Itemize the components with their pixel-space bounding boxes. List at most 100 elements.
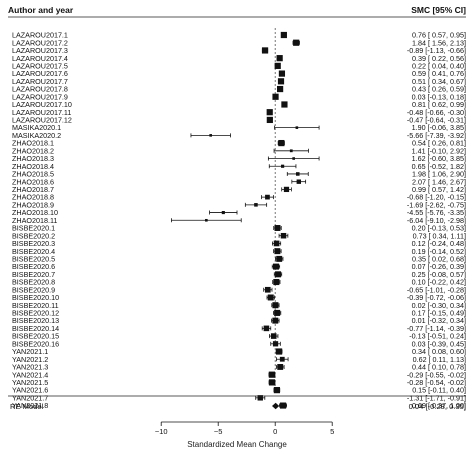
study-ci-text: 0.07 [-0.26, 0.39] — [412, 262, 466, 271]
summary-ci-text: 0.04 [-0.28, 0.35] — [409, 402, 466, 411]
study-label: BISBE2020.8 — [12, 278, 55, 287]
header-author-year: Author and year — [8, 5, 74, 15]
study-label: ZHAO2018.8 — [12, 193, 54, 202]
study-row: LAZAROU2017.11 -0.48 [-0.66, -0.30] — [12, 108, 466, 117]
study-row: BISBE2020.4 0.19 [-0.14, 0.52] — [12, 247, 466, 256]
point-estimate — [276, 255, 283, 262]
x-axis-label: Standardized Mean Change — [187, 440, 287, 449]
study-ci-text: 2.07 [ 1.46, 2.67] — [412, 177, 466, 186]
study-row: LAZAROU2017.5 0.22 [ 0.04, 0.40] — [12, 61, 466, 70]
study-row: ZHAO2018.3 1.62 [-0.60, 3.85] — [12, 154, 466, 163]
study-label: BISBE2020.3 — [12, 239, 55, 248]
point-estimate — [268, 379, 276, 386]
study-row: LAZAROU2017.7 0.51 [ 0.34, 0.67] — [12, 77, 466, 86]
study-row: ZHAO2018.4 0.65 [-0.52, 1.82] — [12, 162, 466, 171]
point-estimate — [272, 317, 279, 324]
study-row: LAZAROU2017.3 -0.89 [-1.13, -0.66] — [12, 46, 466, 55]
point-estimate — [295, 172, 300, 176]
point-estimate — [274, 225, 281, 231]
study-label: ZHAO2018.1 — [12, 139, 54, 148]
point-estimate — [292, 157, 295, 160]
study-row: ZHAO2018.10 -4.55 [-5.76, -3.35] — [12, 208, 466, 217]
study-row: LAZAROU2017.12 -0.47 [-0.64, -0.31] — [12, 116, 466, 125]
point-estimate — [272, 263, 279, 270]
study-ci-text: 0.35 [ 0.02, 0.68] — [412, 254, 466, 263]
study-ci-text: -0.47 [-0.64, -0.31] — [407, 116, 466, 125]
study-label: BISBE2020.2 — [12, 231, 55, 240]
study-ci-text: -0.77 [-1.14, -0.39] — [407, 324, 466, 333]
study-row: ZHAO2018.1 0.54 [ 0.26, 0.81] — [12, 139, 466, 148]
study-ci-text: 0.69 [ 0.37, 1.00] — [412, 401, 466, 410]
point-estimate — [274, 309, 281, 316]
point-estimate — [276, 55, 283, 62]
study-row: BISBE2020.13 0.01 [-0.32, 0.34] — [12, 316, 466, 325]
study-row: BISBE2020.2 0.73 [ 0.34, 1.11] — [12, 231, 466, 240]
point-estimate — [267, 294, 274, 301]
study-row: BISBE2020.3 0.12 [-0.24, 0.48] — [12, 239, 466, 248]
study-label: ZHAO2018.4 — [12, 162, 54, 171]
point-estimate — [281, 164, 285, 168]
study-label: BISBE2020.9 — [12, 285, 55, 294]
study-label: YAN2021.1 — [12, 347, 48, 356]
study-row: LAZAROU2017.4 0.39 [ 0.22, 0.56] — [12, 54, 466, 63]
study-row: ZHAO2018.6 2.07 [ 1.46, 2.67] — [12, 177, 466, 186]
study-ci-text: 0.73 [ 0.34, 1.11] — [413, 231, 466, 240]
study-label: BISBE2020.7 — [12, 270, 55, 279]
study-row: LAZAROU2017.10 0.81 [ 0.62, 0.99] — [12, 100, 466, 109]
x-tick-label: −10 — [155, 427, 168, 436]
study-label: BISBE2020.5 — [12, 254, 55, 263]
study-label: YAN2021.5 — [12, 378, 48, 387]
study-row: LAZAROU2017.6 0.59 [ 0.41, 0.76] — [12, 69, 466, 78]
study-row: ZHAO2018.5 1.98 [ 1.06, 2.90] — [12, 170, 466, 179]
point-estimate — [274, 62, 281, 69]
study-label: LAZAROU2017.6 — [12, 69, 68, 78]
study-ci-text: -0.68 [-1.20, -0.15] — [407, 193, 466, 202]
study-label: ZHAO2018.9 — [12, 200, 54, 209]
study-label: ZHAO2018.2 — [12, 146, 54, 155]
study-ci-text: 0.65 [-0.52, 1.82] — [412, 162, 466, 171]
point-estimate — [272, 341, 279, 347]
point-estimate — [272, 93, 279, 100]
study-label: YAN2021.7 — [12, 393, 48, 402]
study-row: ZHAO2018.9 -1.69 [-2.62, -0.75] — [12, 200, 466, 209]
study-ci-text: 0.34 [ 0.08, 0.60] — [412, 347, 466, 356]
study-row: BISBE2020.14 -0.77 [-1.14, -0.39] — [12, 324, 466, 333]
point-estimate — [265, 194, 270, 200]
point-estimate — [205, 218, 208, 222]
study-label: BISBE2020.10 — [12, 293, 59, 302]
study-ci-text: 0.03 [-0.39, 0.45] — [412, 339, 466, 348]
study-ci-text: 0.10 [-0.22, 0.42] — [412, 278, 466, 287]
study-ci-text: 1.62 [-0.60, 3.85] — [412, 154, 466, 163]
point-estimate — [275, 348, 283, 355]
study-label: BISBE2020.12 — [12, 309, 59, 318]
point-estimate — [295, 126, 299, 129]
study-label: ZHAO2018.11 — [12, 216, 57, 225]
study-ci-text: 0.62 [ 0.11, 1.13] — [413, 355, 466, 364]
study-label: YAN2021.4 — [12, 370, 48, 379]
point-estimate — [277, 78, 285, 85]
point-estimate — [264, 286, 271, 293]
point-estimate — [263, 325, 270, 332]
study-ci-text: 0.99 [ 0.57, 1.42] — [412, 185, 466, 194]
point-estimate — [254, 203, 258, 207]
study-ci-text: 1.41 [-0.10, 2.92] — [412, 146, 466, 155]
study-ci-text: -0.28 [-0.54, -0.02] — [407, 378, 466, 387]
study-ci-text: -4.55 [-5.76, -3.35] — [407, 208, 466, 217]
point-estimate — [274, 248, 281, 255]
study-label: MASIKA2020.1 — [12, 123, 61, 132]
study-label: YAN2021.2 — [12, 355, 48, 364]
study-row: BISBE2020.12 0.17 [-0.15, 0.49] — [12, 309, 466, 318]
study-ci-text: 0.59 [ 0.41, 0.76] — [412, 69, 466, 78]
study-ci-text: -5.66 [-7.39, -3.92] — [407, 131, 466, 140]
study-row: LAZAROU2017.1 0.76 [ 0.57, 0.95] — [12, 31, 466, 40]
study-ci-text: 1.84 [ 1.56, 2.13] — [412, 38, 466, 47]
study-ci-text: 0.43 [ 0.26, 0.59] — [412, 85, 466, 94]
study-label: LAZAROU2017.7 — [12, 77, 68, 86]
study-label: BISBE2020.15 — [12, 332, 59, 341]
study-label: LAZAROU2017.5 — [12, 61, 68, 70]
study-row: ZHAO2018.7 0.99 [ 0.57, 1.42] — [12, 185, 466, 194]
header-smc-ci: SMC [95% CI] — [411, 5, 466, 15]
study-row: YAN2021.7 -1.31 [-1.71, -0.91] — [12, 393, 466, 402]
point-estimate — [273, 387, 281, 394]
